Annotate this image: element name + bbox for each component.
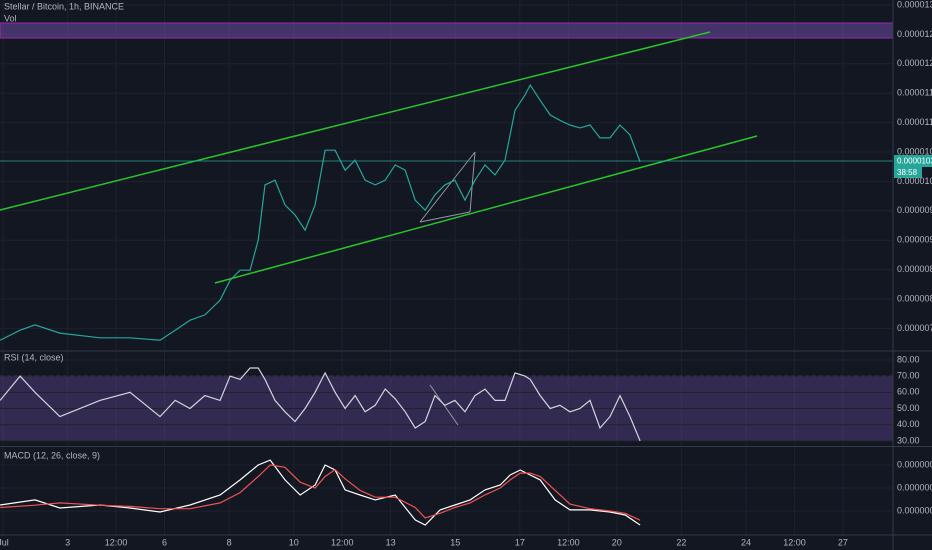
chart-title: Stellar / Bitcoin, 1h, BINANCE <box>4 1 124 11</box>
y-tick-label: 0.00001050 <box>897 146 932 156</box>
grid-layer <box>0 0 893 535</box>
x-tick-label: 6 <box>162 537 167 547</box>
x-tick-label: 13 <box>386 537 396 547</box>
y-tick-label: 0.00000850 <box>897 264 932 274</box>
x-tick-label: 12:00 <box>105 537 128 547</box>
last-price-box <box>894 155 932 167</box>
x-tick-label: 12:00 <box>557 537 580 547</box>
x-tick-label: 22 <box>676 537 686 547</box>
y-tick-label: 0.00001100 <box>897 117 932 127</box>
y-tick-label: 50.00 <box>897 403 920 413</box>
x-tick-label: 12:00 <box>783 537 806 547</box>
x-tick-label: Jul <box>0 537 9 547</box>
y-tick-label: 0.00000800 <box>897 293 932 303</box>
x-tick-label: 15 <box>450 537 460 547</box>
range-band <box>0 22 894 39</box>
pattern-drawing <box>419 151 476 223</box>
y-tick-label: 0.00000040 <box>897 459 932 469</box>
channel-lower <box>214 135 758 284</box>
y-tick-label: 0.00000900 <box>897 235 932 245</box>
x-tick-label: 24 <box>741 537 751 547</box>
countdown-box <box>894 167 922 178</box>
y-tick-label: 0.00000020 <box>897 482 932 492</box>
x-tick-label: 17 <box>515 537 525 547</box>
y-tick-label: 0.00001300 <box>897 0 932 9</box>
channel-upper <box>0 31 711 211</box>
data-line <box>0 459 641 526</box>
x-tick-label: 8 <box>227 537 232 547</box>
volume-label: Vol <box>4 13 17 23</box>
x-tick-label: 12:00 <box>331 537 354 547</box>
y-tick-label: 0.00001000 <box>897 176 932 186</box>
y-tick-label: 0.00000000 <box>897 505 932 515</box>
last-price-label: 0.00001035 <box>897 157 932 166</box>
data-line <box>0 367 641 442</box>
y-tick-label: 70.00 <box>897 371 920 381</box>
data-line <box>0 83 641 341</box>
x-tick-label: 27 <box>838 537 848 547</box>
rsi-title: RSI (14, close) <box>4 352 64 362</box>
y-tick-label: 0.00001150 <box>897 88 932 98</box>
y-tick-label: 60.00 <box>897 387 920 397</box>
y-tick-label: 0.00000750 <box>897 323 932 333</box>
countdown: 38:58 <box>897 168 918 177</box>
y-tick-label: 0.00001200 <box>897 58 932 68</box>
y-tick-label: 80.00 <box>897 354 920 364</box>
x-tick-label: 20 <box>612 537 622 547</box>
y-tick-label: 40.00 <box>897 419 920 429</box>
data-line <box>0 464 641 521</box>
x-tick-label: 10 <box>289 537 299 547</box>
x-tick-label: 3 <box>65 537 70 547</box>
y-tick-label: 0.00000950 <box>897 205 932 215</box>
y-tick-label: 30.00 <box>897 435 920 445</box>
macd-title: MACD (12, 26, close, 9) <box>4 450 100 460</box>
y-tick-label: 0.00001250 <box>897 29 932 39</box>
